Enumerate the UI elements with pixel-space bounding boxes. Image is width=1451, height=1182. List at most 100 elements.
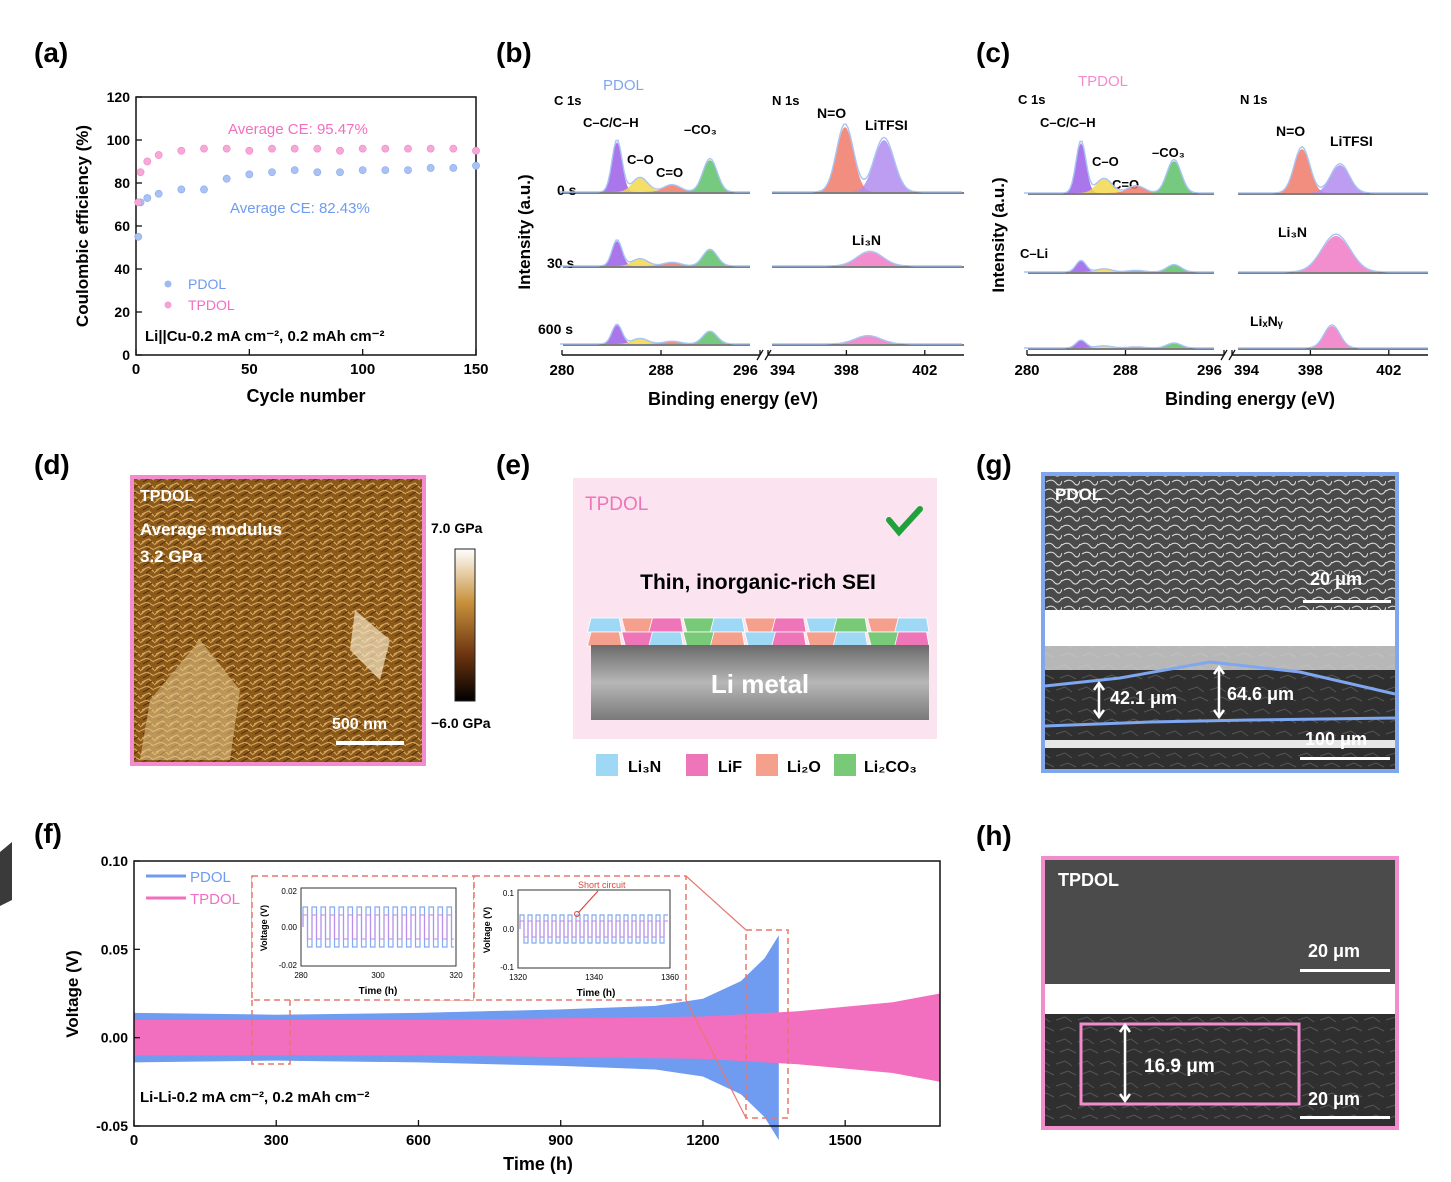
panel-h-thickness: 16.9 μm: [1144, 1056, 1215, 1077]
xps-envelope: [560, 239, 750, 267]
panel-f-voltage-bands: [134, 935, 940, 1141]
panel-g: (g) PDOL 20 μm 42.1 μm 64.6 μm 100 μm: [976, 449, 1399, 773]
panel-a-xtick-label: 150: [463, 361, 488, 378]
panel-a-legend-pdol-marker: [164, 280, 172, 288]
panel-a-point-pdol: [222, 174, 231, 183]
panel-h-scale-top-label: 20 μm: [1308, 941, 1360, 961]
panel-a-point-tpdol: [222, 144, 231, 153]
panel-b-peak-cc: C–C/C–H: [583, 115, 639, 130]
panel-g-sem-streak: [1045, 740, 1395, 748]
check-icon: [886, 506, 923, 537]
xps-envelope: [772, 334, 962, 345]
panel-a-point-tpdol: [154, 151, 163, 159]
panel-d-label: (d): [34, 449, 70, 480]
xps-fitted-peak: [642, 262, 702, 266]
panel-e: (e) TPDOL Thin, inorganic-rich SEI Li me…: [496, 449, 937, 776]
xps-fitted-peak: [1051, 261, 1111, 272]
panel-b-c1s-label: C 1s: [554, 93, 581, 108]
xps-fitted-peak: [1051, 340, 1111, 348]
panel-g-sample: PDOL: [1055, 485, 1102, 504]
panel-f-inset-1-ytick-mid: 0.00: [281, 923, 297, 932]
panel-a-point-pdol: [358, 166, 367, 174]
panel-a-point-pdol: [245, 170, 254, 179]
panel-a-y-ticks: 0 20 40 60 80 100 120: [107, 89, 142, 363]
xps-fitted-peak: [587, 142, 647, 192]
panel-b-xtick-label: 280: [549, 362, 574, 379]
panel-a-series: [134, 144, 480, 241]
panel-d-colorbar-max: 7.0 GPa: [431, 520, 483, 536]
panel-c-xtick-label: 394: [1234, 362, 1260, 379]
panel-f-y-ticks: -0.05 0.00 0.05 0.10: [96, 853, 140, 1134]
panel-f: (f) -0.05 0.00 0.05 0.10 0 300 600 900 1200 1500…: [0, 818, 941, 1174]
tpdol-voltage-band: [134, 993, 940, 1082]
xps-envelope: [560, 139, 750, 193]
xps-fitted-peak: [610, 338, 670, 344]
xps-envelope: [1024, 140, 1214, 194]
panel-a-point-pdol: [268, 168, 276, 177]
panel-c-x-axis: 280 288 296 394 398 402: [1014, 349, 1428, 379]
panel-h-label: (h): [976, 820, 1012, 851]
panel-b-peak-neo: N=O: [817, 105, 846, 121]
panel-f-inset-2-ytick-mid: 0.0: [503, 925, 515, 934]
legend-li3n-swatch: [596, 754, 618, 776]
panel-d-afm-bright-region: [140, 640, 240, 760]
panel-b-x-axis-label: Binding energy (eV): [648, 389, 818, 409]
xps-fitted-peak: [1106, 186, 1166, 193]
panel-b-peak-li3n: Li₃N: [852, 232, 881, 248]
panel-d-sample: TPDOL: [140, 488, 194, 505]
panel-f-inset-1-xtick-2: 300: [371, 971, 385, 980]
panel-g-sem-surface: [1045, 646, 1395, 670]
xps-fitted-peak: [642, 341, 702, 344]
panel-e-li-metal-label: Li metal: [711, 669, 809, 699]
panel-a-point-tpdol: [449, 144, 458, 153]
panel-a-legend-pdol: PDOL: [188, 276, 226, 292]
panel-a-point-pdol: [449, 164, 458, 172]
xps-envelope: [772, 250, 962, 267]
panel-a-x-axis-label: Cycle number: [246, 386, 365, 406]
panel-a-point-pdol: [426, 164, 435, 172]
panel-f-inset-2-xlabel: Time (h): [577, 988, 616, 999]
panel-f-inset-1-xtick-1: 280: [294, 971, 308, 980]
panel-f-zoom-region-1: [251, 997, 291, 1065]
panel-a-point-tpdol: [313, 144, 322, 153]
panel-a-point-tpdol: [404, 144, 412, 153]
xps-envelope: [1024, 339, 1214, 349]
sei-grain: [709, 617, 746, 633]
panel-c-xtick-label: 288: [1113, 362, 1138, 379]
panel-a-point-pdol: [154, 189, 163, 198]
panel-a-point-tpdol: [268, 144, 276, 153]
panel-f-xtick-label: 0: [130, 1132, 138, 1149]
panel-b-time-0: 0 s: [557, 182, 577, 198]
panel-a-point-pdol: [381, 166, 390, 174]
panel-c-xtick-label: 402: [1376, 362, 1401, 379]
panel-f-x-ticks: 0 300 600 900 1200 1500: [130, 1120, 862, 1149]
panel-a-ytick-label: 40: [114, 261, 130, 277]
panel-a-point-pdol: [143, 194, 152, 202]
panel-a-xtick-label: 0: [132, 361, 140, 378]
xps-envelope: [1238, 324, 1428, 349]
panel-g-scale-top-label: 20 μm: [1310, 569, 1362, 589]
panel-a-ytick-label: 80: [114, 175, 130, 191]
panel-f-zoom-connector-2: [685, 875, 747, 1119]
panel-a-point-tpdol: [290, 144, 299, 153]
panel-f-xtick-label: 600: [406, 1132, 431, 1149]
panel-a-ytick-label: 60: [114, 218, 130, 234]
panel-f-inset-2-waveform: [519, 914, 668, 944]
panel-g-thickness1-arrow: [1092, 680, 1106, 720]
panel-c-xtick-label: 280: [1014, 362, 1039, 379]
panel-a-pdol-annotation: Average CE: 82.43%: [230, 200, 370, 217]
legend-lif: LiF: [718, 759, 742, 776]
panel-b-sample: PDOL: [603, 77, 644, 94]
panel-b-axis-break: [756, 349, 772, 361]
panel-f-inset-1-waveform: [302, 906, 454, 948]
panel-c: (c) TPDOL C 1s N 1s C–C/C–H C–O C=O –CO₃…: [976, 37, 1428, 409]
xps-fitted-peak: [1144, 265, 1204, 272]
xps-fitted-peak: [680, 160, 740, 192]
panel-b-time-600: 600 s: [538, 321, 573, 337]
panel-c-peak-cc: C–C/C–H: [1040, 115, 1096, 130]
panel-g-thickness2-arrow: [1212, 664, 1226, 720]
panel-b: (b) PDOL C 1s N 1s C–C/C–H C–O C=O –CO₃ …: [496, 37, 964, 409]
panel-h-sample: TPDOL: [1058, 870, 1119, 890]
panel-a-y-axis-label: Coulombic efficiency (%): [73, 125, 92, 327]
xps-envelope: [1238, 233, 1428, 273]
